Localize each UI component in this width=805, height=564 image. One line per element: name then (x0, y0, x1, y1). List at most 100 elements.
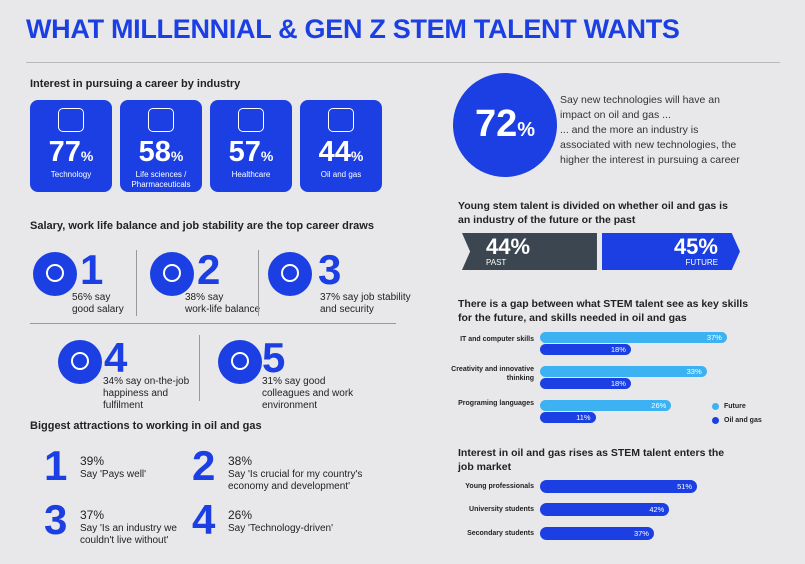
tile-unit: % (170, 148, 184, 164)
text-line: 56% say (72, 292, 111, 303)
chart-title: for the future, and skills needed in oil… (458, 312, 687, 324)
rank-number: 3 (44, 496, 68, 543)
tile-value: 57% (210, 136, 292, 169)
section-heading: Interest in pursuing a career by industr… (30, 78, 241, 90)
bar (540, 332, 727, 343)
chart-title: job market (458, 461, 512, 473)
chart-title: Interest in oil and gas rises as STEM ta… (458, 447, 725, 459)
text-line: Say 'Pays well' (80, 469, 147, 480)
category-label: Creativity and innovative thinking (451, 366, 534, 382)
tile-number: 44 (318, 136, 351, 168)
rank-number: 1 (44, 442, 68, 489)
attraction-percent: 39% (80, 454, 105, 468)
bar-value-label: 37% (633, 529, 649, 538)
bar (540, 400, 672, 411)
text-line: couldn't live without' (80, 535, 169, 546)
legend-marker (712, 403, 719, 410)
tile-value: 77% (30, 136, 112, 169)
split-value: 45% (673, 234, 718, 259)
divider (258, 250, 259, 316)
section-heading: Biggest attractions to working in oil an… (30, 420, 262, 432)
text-line: 31% say good (262, 376, 326, 387)
rank-number: 5 (262, 334, 286, 381)
text-line: work-life balance (185, 304, 261, 315)
bar-value-label: 18% (610, 379, 626, 388)
text-line: higher the interest in pursuing a career (560, 154, 740, 166)
split-category: PAST (486, 258, 507, 267)
rank-number: 4 (192, 496, 216, 543)
text-line: associated with new technologies, the (560, 139, 737, 151)
divider (136, 250, 137, 316)
bar-value-label: 51% (677, 482, 693, 491)
icon-glyph (163, 264, 181, 282)
split-segment (462, 233, 597, 270)
text-line: and security (320, 304, 374, 315)
legend-marker (712, 417, 719, 424)
text-line: good salary (72, 304, 124, 315)
tile-number: 58 (138, 136, 171, 168)
stat-circle: 72% (453, 73, 557, 177)
text-line: fulfilment (103, 400, 144, 411)
divider (26, 62, 780, 63)
bar (540, 344, 631, 355)
tile-unit: % (80, 148, 94, 164)
text-line: happiness and (103, 388, 169, 399)
tile-label: Healthcare (231, 170, 271, 179)
category-label: Secondary students (467, 530, 534, 537)
text-line: 38% say (185, 292, 224, 303)
icon-glyph (71, 352, 89, 370)
tile-number: 77 (48, 136, 81, 168)
industry-tile: 57% Healthcare (210, 100, 292, 192)
industry-tile: 77% Technology (30, 100, 112, 192)
text-line: impact on oil and gas ... (560, 109, 671, 121)
industry-tile: 44% Oil and gas (300, 100, 382, 192)
icon-glyph (281, 264, 299, 282)
tile-icon (328, 108, 354, 132)
rank-number: 2 (192, 442, 216, 489)
legend-label: Future (724, 403, 746, 410)
title: WHAT MILLENNIAL & GEN Z STEM TALENT WANT… (26, 14, 680, 44)
text-line: 37% say job stability (320, 292, 411, 303)
divider (199, 335, 200, 401)
text-line: Say 'Is crucial for my country's (228, 469, 363, 480)
category-label: Young professionals (465, 483, 534, 490)
text-line: Say 'Is an industry we (80, 523, 177, 534)
rank-number: 4 (104, 334, 128, 381)
bar (540, 412, 596, 423)
bar-value-label: 26% (651, 401, 667, 410)
category-label: Programing languages (458, 400, 534, 407)
text-line: ... and the more an industry is (560, 124, 699, 136)
category-label: University students (469, 506, 534, 513)
bar (540, 480, 698, 493)
icon-circle (268, 252, 312, 296)
split-category: FUTURE (685, 258, 718, 267)
icon-circle (150, 252, 194, 296)
icon-circle (218, 340, 262, 384)
split-value: 44% (486, 234, 531, 259)
industry-tile: 58% Life sciences / Pharmaceuticals (120, 100, 202, 192)
tile-icon (238, 108, 264, 132)
rank-number: 2 (197, 246, 221, 293)
tile-label: Life sciences / (135, 170, 187, 179)
chart-title: Young stem talent is divided on whether … (458, 200, 728, 212)
icon-circle (58, 340, 102, 384)
chart-title: There is a gap between what STEM talent … (458, 298, 749, 310)
text-line: Say 'Technology-driven' (228, 523, 333, 534)
tile-label: Oil and gas (320, 170, 362, 179)
rank-number: 1 (80, 246, 104, 293)
rank-number: 3 (318, 246, 342, 293)
icon-glyph (231, 352, 249, 370)
attraction-percent: 37% (80, 508, 105, 522)
bar-value-label: 42% (649, 505, 665, 514)
tile-icon (148, 108, 174, 132)
stat-number: 72 (474, 103, 518, 145)
section-heading: Salary, work life balance and job stabil… (30, 220, 374, 232)
chart-title: an industry of the future or the past (458, 214, 636, 226)
tile-label: Technology (50, 170, 92, 179)
tile-label: Pharmaceuticals (131, 180, 191, 189)
legend-label: Oil and gas (724, 417, 762, 424)
tile-icon (58, 108, 84, 132)
bar-value-label: 11% (576, 413, 591, 422)
tile-value: 44% (300, 136, 382, 169)
